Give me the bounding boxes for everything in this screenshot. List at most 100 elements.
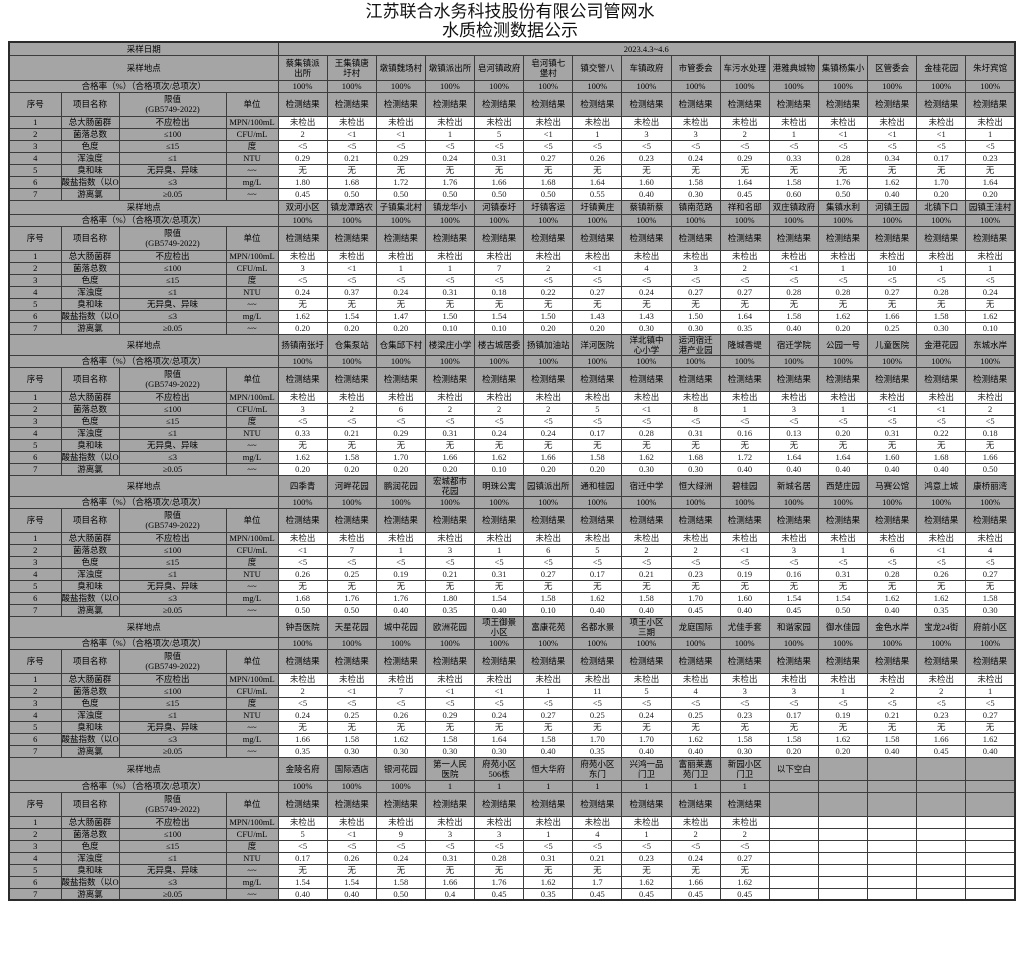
- item-name: 酸盐指数（以O₂: [60, 591, 120, 605]
- result-cell: 1.43: [572, 309, 623, 323]
- result-cell: 0.30: [670, 321, 721, 335]
- result-cell: [867, 863, 918, 877]
- result-cell: 未检出: [326, 672, 377, 686]
- page-title: 江苏联合水务科技股份有限公司管网水 水质检测数据公示: [0, 0, 1020, 40]
- location-cell: 洋北镇中 心小学: [621, 333, 672, 356]
- result-header: 检测结果: [572, 366, 623, 392]
- result-cell: 1.62: [523, 875, 574, 889]
- pass-rate-cell: 100%: [916, 636, 967, 650]
- result-cell: 1.62: [817, 732, 869, 746]
- location-cell: 新园小区 门卫: [719, 756, 770, 781]
- location-cell: [965, 756, 1016, 781]
- result-cell: <5: [375, 696, 426, 710]
- result-cell: 0.20: [523, 462, 574, 476]
- unit-header: 单位: [225, 507, 279, 533]
- location-cell: 镇龙华小: [424, 199, 476, 215]
- result-header: 检测结果: [326, 91, 377, 117]
- result-cell: <5: [817, 139, 869, 153]
- result-cell: 1: [523, 684, 574, 698]
- result-cell: 0.21: [572, 851, 623, 865]
- pass-rate-cell: 100%: [916, 354, 967, 368]
- result-cell: 无: [326, 297, 377, 311]
- result-cell: 1.7: [572, 875, 623, 889]
- result-cell: [916, 887, 967, 901]
- item-limit: 无异臭、异味: [118, 438, 227, 452]
- result-cell: <5: [523, 414, 574, 428]
- result-cell: <5: [621, 839, 672, 853]
- result-cell: <5: [670, 414, 721, 428]
- result-cell: 0.35: [572, 744, 623, 758]
- result-header: 检测结果: [867, 507, 918, 533]
- result-cell: 1.76: [375, 591, 426, 605]
- result-cell: 1.58: [523, 591, 574, 605]
- result-cell: 1.54: [474, 591, 525, 605]
- result-cell: 无: [474, 297, 525, 311]
- result-cell: 0.40: [572, 603, 623, 617]
- pass-rate-cell: 100%: [965, 495, 1016, 509]
- pass-rate-cell: 1: [572, 779, 623, 793]
- pass-rate-cell: 100%: [277, 779, 328, 793]
- item-name: 总大肠菌群: [60, 815, 120, 829]
- item-name: 浑浊度: [60, 851, 120, 865]
- location-cell: 恒大华府: [523, 756, 574, 781]
- result-cell: 0.45: [474, 887, 525, 901]
- result-cell: <1: [867, 402, 918, 416]
- result-header: 检测结果: [277, 648, 328, 674]
- item-limit: ≤1: [118, 851, 227, 865]
- location-cell: 恒大绿洲: [670, 474, 721, 497]
- item-no: 1: [8, 390, 62, 404]
- result-header: 检测结果: [621, 648, 672, 674]
- result-cell: 未检出: [326, 390, 377, 404]
- result-cell: 0.26: [326, 851, 377, 865]
- item-unit: NTU: [225, 851, 279, 865]
- result-cell: 0.35: [277, 744, 328, 758]
- result-cell: 0.25: [326, 708, 377, 722]
- result-cell: 无: [867, 297, 918, 311]
- result-cell: 0.40: [621, 744, 672, 758]
- result-header: 检测结果: [424, 91, 476, 117]
- pass-rate-label: 合格率（%）（合格项次/总项次）: [8, 636, 279, 650]
- result-cell: 1.72: [719, 450, 770, 464]
- pass-rate-cell: 100%: [916, 495, 967, 509]
- pass-rate-cell: 100%: [375, 354, 426, 368]
- result-cell: 0.24: [670, 851, 721, 865]
- item-no: 3: [8, 696, 62, 710]
- result-cell: 未检出: [916, 531, 967, 545]
- item-name: 菌落总数: [60, 127, 120, 141]
- item-limit: 无异臭、异味: [118, 579, 227, 593]
- result-header: 检测结果: [768, 507, 819, 533]
- item-limit: ≤15: [118, 555, 227, 569]
- pass-rate-cell: 100%: [916, 213, 967, 227]
- item-unit: MPN/100mL: [225, 672, 279, 686]
- result-cell: 0.40: [375, 603, 426, 617]
- result-cell: <5: [277, 139, 328, 153]
- result-cell: 0.10: [965, 321, 1016, 335]
- pass-rate-cell: 100%: [817, 79, 869, 93]
- result-cell: 7: [375, 684, 426, 698]
- result-header: 检测结果: [375, 366, 426, 392]
- item-name: 色度: [60, 139, 120, 153]
- result-cell: <1: [621, 402, 672, 416]
- result-cell: 0.31: [867, 426, 918, 440]
- item-no: 7: [8, 603, 62, 617]
- result-cell: <5: [719, 414, 770, 428]
- result-header: 检测结果: [523, 507, 574, 533]
- limit-header: 限值 (GB5749-2022): [118, 791, 227, 817]
- result-cell: 无: [621, 720, 672, 734]
- result-cell: 0.31: [523, 851, 574, 865]
- result-cell: 0.45: [719, 187, 770, 201]
- limit-header: 限值 (GB5749-2022): [118, 91, 227, 117]
- result-cell: 0.24: [375, 851, 426, 865]
- result-cell: <5: [424, 273, 476, 287]
- result-cell: 未检出: [768, 531, 819, 545]
- result-cell: 1.54: [817, 591, 869, 605]
- result-cell: 无: [916, 438, 967, 452]
- item-unit: 度: [225, 696, 279, 710]
- result-cell: 1.50: [670, 309, 721, 323]
- result-cell: 1.68: [916, 450, 967, 464]
- result-cell: <5: [817, 696, 869, 710]
- result-cell: <5: [474, 273, 525, 287]
- result-cell: [817, 875, 869, 889]
- result-cell: 1.64: [719, 309, 770, 323]
- result-cell: <5: [326, 696, 377, 710]
